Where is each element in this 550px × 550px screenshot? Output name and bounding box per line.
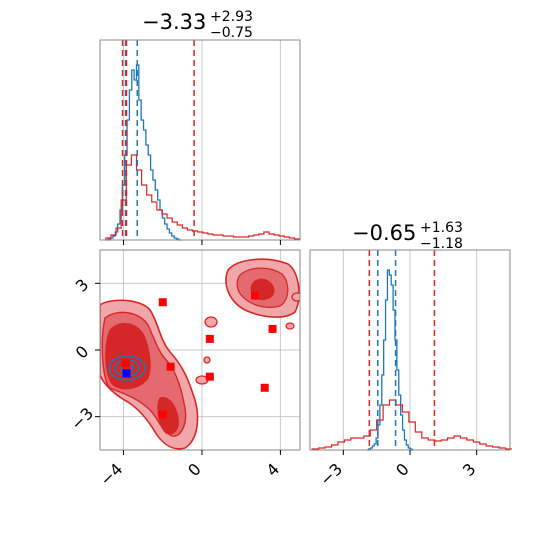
bottom-right-title: −0.65 +1.63 −1.18 — [352, 220, 463, 252]
red-marker — [158, 410, 167, 419]
bottom-left-x-tick-label: 0 — [184, 459, 205, 480]
blue-marker — [122, 369, 131, 378]
panel-frame — [99, 39, 301, 241]
red-contour-tail — [157, 396, 179, 435]
top-left-histogram-panel — [99, 39, 301, 241]
red-contour-blob — [204, 316, 218, 328]
red-contour-blob — [285, 322, 295, 330]
bottom-left-y-tick-label: −3 — [67, 404, 97, 434]
red-marker — [260, 383, 269, 392]
bottom-right-histogram-panel — [309, 249, 512, 451]
red-marker — [250, 291, 259, 300]
density-contours — [100, 250, 300, 450]
bottom-left-y-tick-label: 3 — [72, 275, 93, 296]
red-marker — [205, 334, 214, 343]
red-marker — [121, 359, 130, 368]
bottom-right-x-tick-label: 3 — [459, 459, 480, 480]
bottom-right-title-sub: −1.18 — [420, 236, 463, 252]
bottom-right-x-tick-label: 0 — [392, 459, 413, 480]
red-marker — [166, 362, 175, 371]
top-left-title-sub: −0.75 — [210, 25, 253, 41]
bottom-right-title-main: −0.65 — [352, 221, 416, 245]
red-marker — [158, 298, 167, 307]
red-contour-blob — [291, 292, 300, 302]
blue-histogram — [366, 269, 414, 451]
red-histogram — [311, 399, 512, 450]
top-left-title-sup: +2.93 — [210, 9, 253, 25]
top-left-title-main: −3.33 — [142, 10, 206, 34]
blue-contour-outer — [108, 355, 146, 381]
bottom-right-x-tick-label: −3 — [316, 459, 346, 489]
bottom-left-y-tick-label: 0 — [72, 342, 93, 363]
blue-histogram — [105, 64, 182, 241]
bottom-left-x-tick-label: 4 — [263, 459, 284, 480]
red-marker — [268, 324, 277, 333]
red-histogram — [105, 154, 300, 240]
red-marker — [205, 372, 214, 381]
bottom-left-x-tick-label: −4 — [96, 459, 126, 489]
bottom-left-2d-density-panel — [99, 249, 301, 451]
red-contour-blob — [203, 356, 211, 364]
bottom-right-title-sup: +1.63 — [420, 220, 463, 236]
top-left-title: −3.33 +2.93 −0.75 — [142, 9, 253, 41]
